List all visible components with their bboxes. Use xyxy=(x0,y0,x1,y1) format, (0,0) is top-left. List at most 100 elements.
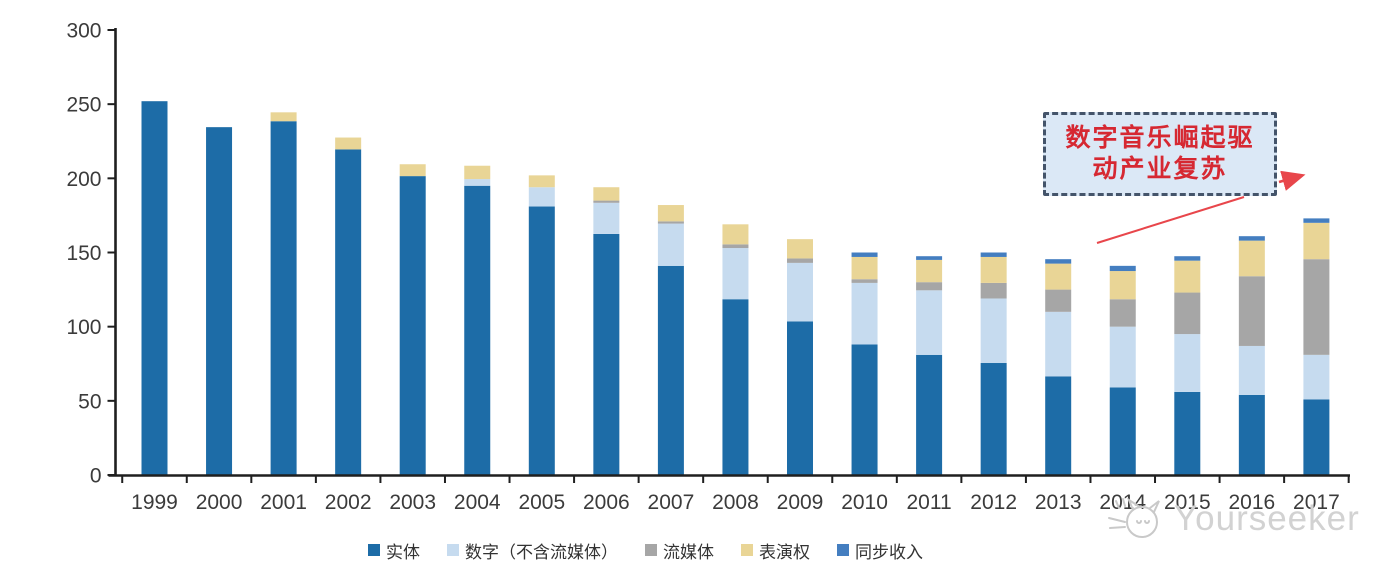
bar-segment-2010-s3 xyxy=(851,256,878,280)
bar-segment-2008-s3 xyxy=(722,224,749,245)
x-axis-label: 2000 xyxy=(196,491,243,514)
legend-swatch xyxy=(645,544,657,556)
bar-segment-2017-s1 xyxy=(1303,354,1330,400)
bar-segment-2017-s3 xyxy=(1303,222,1330,260)
bar-segment-2007-s0 xyxy=(657,265,684,475)
legend-swatch xyxy=(837,544,849,556)
bar-segment-2016-s1 xyxy=(1238,345,1265,395)
annotation-text-line1: 数字音乐崛起驱 xyxy=(1065,124,1255,152)
annotation-leader-line xyxy=(1096,196,1245,244)
y-axis-label: 150 xyxy=(66,242,101,265)
legend-label: 同步收入 xyxy=(855,542,923,562)
x-axis-label: 2002 xyxy=(325,491,372,514)
y-axis-label: 100 xyxy=(66,316,101,339)
bar-segment-2013-s0 xyxy=(1045,376,1072,475)
bar-segment-2015-s0 xyxy=(1174,391,1201,475)
bar-segment-2013-s3 xyxy=(1045,263,1072,290)
bar-segment-2016-s4 xyxy=(1238,236,1265,241)
y-axis-label: 50 xyxy=(78,390,101,413)
bar-segment-2014-s1 xyxy=(1109,326,1136,388)
legend-label: 流媒体 xyxy=(663,542,714,562)
bar-segment-2015-s4 xyxy=(1174,256,1201,261)
bar-segment-2010-s0 xyxy=(851,344,878,475)
x-axis-label: 2005 xyxy=(518,491,565,514)
y-axis-label: 250 xyxy=(66,94,101,117)
bar-segment-2016-s3 xyxy=(1238,240,1265,277)
bar-segment-2004-s3 xyxy=(464,165,491,180)
x-axis-label: 2001 xyxy=(260,491,307,514)
bar-segment-2006-s0 xyxy=(593,233,620,475)
x-axis-label: 2017 xyxy=(1293,491,1340,514)
bar-segment-2011-s2 xyxy=(916,282,943,291)
x-axis-label: 2011 xyxy=(907,491,952,514)
legend-label: 实体 xyxy=(386,542,420,562)
bar-segment-2006-s2 xyxy=(593,200,620,203)
x-axis-label: 2015 xyxy=(1164,491,1211,514)
x-axis-label: 2003 xyxy=(389,491,436,514)
bar-segment-2016-s0 xyxy=(1238,394,1265,475)
bar-segment-2000-s0 xyxy=(206,127,233,476)
legend-swatch xyxy=(741,544,753,556)
y-axis-label: 200 xyxy=(66,168,101,191)
bar-segment-2013-s2 xyxy=(1045,289,1072,312)
x-axis-label: 2016 xyxy=(1228,491,1275,514)
bar-segment-2014-s2 xyxy=(1109,299,1136,327)
bar-segment-2010-s4 xyxy=(851,252,878,257)
bar-segment-2013-s1 xyxy=(1045,311,1072,377)
bar-segment-2001-s0 xyxy=(270,121,297,475)
annotation-arrow xyxy=(1278,170,1306,191)
x-axis-label: 2009 xyxy=(777,491,824,514)
legend-item-1: 数字（不含流媒体） xyxy=(447,538,618,563)
x-axis-label: 2007 xyxy=(648,491,695,514)
bar-segment-2003-s0 xyxy=(399,176,426,475)
bar-segment-2009-s2 xyxy=(787,258,813,263)
x-axis-label: 2012 xyxy=(970,491,1017,514)
bar-segment-2017-s0 xyxy=(1303,399,1330,475)
legend-item-0: 实体 xyxy=(368,538,420,563)
bar-segment-2010-s2 xyxy=(851,279,878,283)
x-axis-label: 2006 xyxy=(583,491,630,514)
bar-segment-2011-s3 xyxy=(916,259,943,283)
bar-segment-2008-s2 xyxy=(722,244,749,249)
bar-segment-2017-s4 xyxy=(1303,218,1330,223)
bar-segment-2012-s1 xyxy=(980,298,1007,364)
bar-segment-2006-s3 xyxy=(593,187,620,201)
bar-segment-2012-s0 xyxy=(980,363,1007,475)
legend-item-4: 同步收入 xyxy=(837,538,923,563)
bar-segment-2017-s2 xyxy=(1303,259,1330,355)
bar-segment-2007-s1 xyxy=(657,223,684,266)
legend-label: 数字（不含流媒体） xyxy=(465,542,618,562)
axes-layer: 0 50 100 150 200 250 300 1999 2000 2001 2002 2003 20… xyxy=(66,20,1350,514)
bar-segment-2012-s2 xyxy=(980,282,1007,299)
bar-segment-2001-s3 xyxy=(270,112,297,122)
legend-item-3: 表演权 xyxy=(741,538,810,563)
bar-segment-2014-s0 xyxy=(1109,387,1136,475)
bar-segment-2002-s3 xyxy=(335,137,362,150)
bar-segment-1999-s0 xyxy=(141,101,168,475)
legend: 实体 数字（不含流媒体） 流媒体 表演权 同步收入 xyxy=(368,538,923,562)
bar-segment-2011-s1 xyxy=(916,290,943,355)
bar-segment-2004-s1 xyxy=(464,179,491,186)
annotation-callout: 数字音乐崛起驱 动产业复苏 xyxy=(1043,112,1277,196)
bar-segment-2015-s2 xyxy=(1174,292,1201,335)
bar-segment-2005-s3 xyxy=(528,175,555,188)
legend-label: 表演权 xyxy=(759,542,810,562)
bar-segment-2014-s3 xyxy=(1109,271,1136,300)
bar-segment-2002-s0 xyxy=(335,149,362,476)
bar-segment-2010-s1 xyxy=(851,282,878,345)
bar-segment-2005-s1 xyxy=(528,187,555,207)
x-axis-label: 2014 xyxy=(1099,491,1146,514)
bar-segment-2011-s4 xyxy=(916,256,943,260)
bar-segment-2016-s2 xyxy=(1238,276,1265,346)
bar-segment-2013-s4 xyxy=(1045,259,1072,264)
legend-swatch xyxy=(447,544,459,556)
y-axis-label: 0 xyxy=(90,465,102,488)
bar-segment-2008-s0 xyxy=(722,299,749,475)
bar-segment-2009-s0 xyxy=(787,321,813,475)
bar-segment-2012-s4 xyxy=(980,252,1007,257)
x-axis-label: 1999 xyxy=(131,491,178,514)
bars-layer xyxy=(141,101,1330,476)
x-axis-label: 2010 xyxy=(841,491,888,514)
